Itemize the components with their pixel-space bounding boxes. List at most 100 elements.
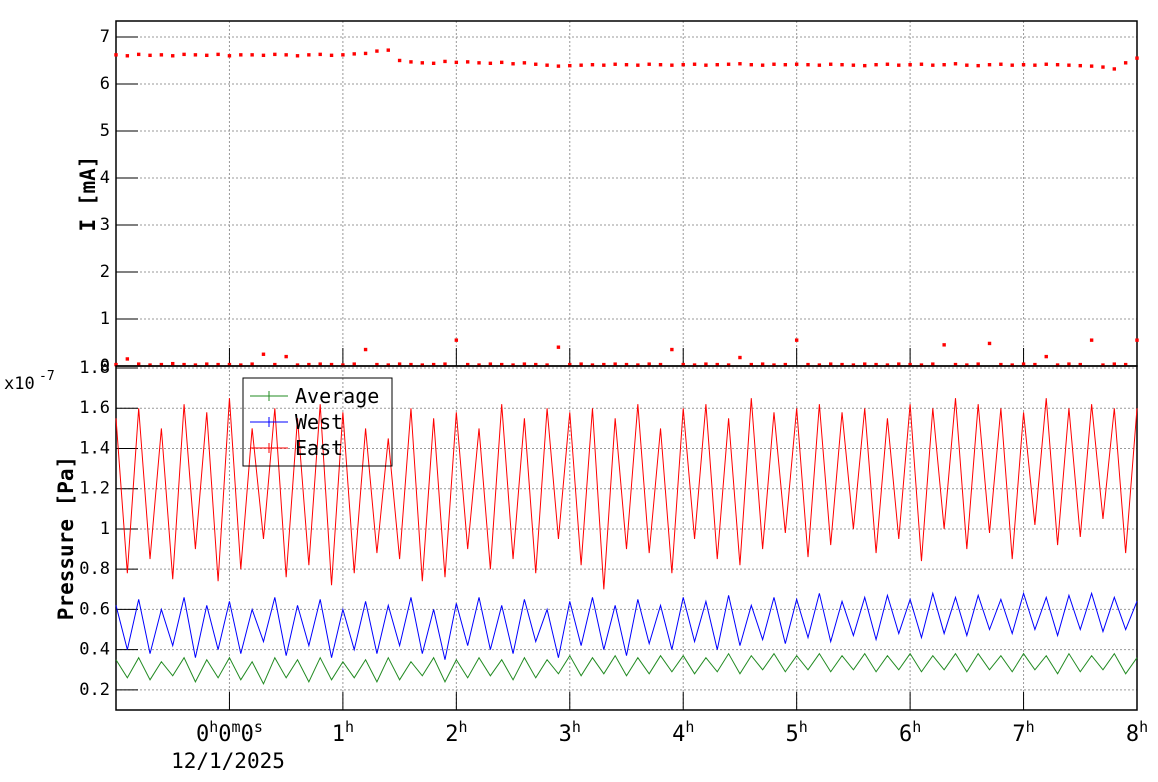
data-point <box>987 341 992 346</box>
data-point <box>171 54 175 58</box>
data-point <box>375 362 379 367</box>
data-point <box>568 63 572 68</box>
y-tick-label: 0.6 <box>79 599 110 619</box>
data-point <box>239 363 243 367</box>
data-point <box>454 338 459 342</box>
data-point <box>760 362 765 366</box>
data-point <box>431 61 436 66</box>
data-point <box>227 362 232 367</box>
data-point <box>931 362 935 366</box>
data-point <box>1112 67 1117 71</box>
data-point <box>420 363 424 367</box>
data-point <box>817 363 822 367</box>
data-point <box>1112 362 1117 366</box>
data-point <box>1067 362 1071 366</box>
data-point <box>284 53 288 57</box>
data-point <box>1101 363 1105 367</box>
data-point <box>307 362 311 367</box>
data-point <box>273 52 277 57</box>
data-point <box>307 53 311 57</box>
data-point <box>545 63 549 67</box>
y-multiplier-base: x10 <box>4 374 35 394</box>
data-point <box>136 362 141 366</box>
data-point <box>942 343 946 347</box>
data-point <box>261 352 266 356</box>
data-point <box>1033 362 1037 367</box>
data-point <box>284 354 288 359</box>
data-point <box>171 361 175 366</box>
data-point <box>772 363 776 367</box>
data-point <box>397 362 402 366</box>
data-point <box>114 362 118 367</box>
data-point <box>976 362 980 366</box>
data-point <box>999 362 1003 367</box>
y-multiplier-exponent: -7 <box>39 369 55 384</box>
y-tick-label: 1.6 <box>79 398 110 418</box>
data-point <box>465 362 470 367</box>
data-point <box>1101 65 1105 69</box>
data-point <box>1078 63 1082 68</box>
data-point <box>1055 363 1060 367</box>
x-tick-label: 7h <box>1012 718 1034 747</box>
legend-label: Average <box>295 384 379 408</box>
y-tick-label: 3 <box>100 215 110 235</box>
data-point <box>568 362 572 367</box>
data-point <box>500 60 504 65</box>
data-point <box>352 52 356 56</box>
data-point <box>806 362 810 367</box>
data-point <box>783 362 788 367</box>
data-point <box>431 362 436 367</box>
data-point <box>1010 363 1014 367</box>
data-point <box>397 58 402 63</box>
data-point <box>1135 338 1139 342</box>
data-point <box>999 62 1003 66</box>
data-point <box>488 61 493 66</box>
data-point <box>522 61 527 65</box>
data-point <box>953 62 958 66</box>
data-point <box>250 362 254 366</box>
legend-box <box>242 377 393 467</box>
data-point <box>715 63 719 67</box>
plot-frame <box>115 365 1138 711</box>
x-tick-label: 8h <box>1126 718 1148 747</box>
data-point <box>318 362 322 366</box>
data-point <box>738 355 742 360</box>
data-point <box>874 362 878 367</box>
legend-label: West <box>295 410 343 434</box>
data-point <box>602 362 606 367</box>
data-point <box>511 62 515 66</box>
data-point <box>840 63 844 67</box>
data-point <box>522 362 527 366</box>
data-point <box>817 63 822 67</box>
data-point <box>863 63 867 68</box>
time-offset: 12/1/2025 <box>171 749 285 773</box>
data-point <box>409 362 413 367</box>
y-tick-label: 1.4 <box>79 438 110 458</box>
data-point <box>1044 354 1048 359</box>
y-tick-label: 1.2 <box>79 479 110 499</box>
data-point <box>919 363 924 367</box>
data-point <box>363 51 368 56</box>
data-point <box>216 52 220 57</box>
data-point <box>772 62 776 66</box>
data-point <box>1135 56 1139 60</box>
data-point <box>545 363 549 367</box>
data-point <box>159 53 164 57</box>
data-point <box>613 62 617 66</box>
y-tick-label: 1.8 <box>79 358 110 378</box>
data-point <box>363 347 368 352</box>
data-point <box>670 347 674 352</box>
data-point <box>386 48 390 52</box>
data-point <box>863 362 867 366</box>
data-point <box>1123 61 1128 65</box>
data-point <box>1089 338 1094 342</box>
x-tick-label: 6h <box>899 718 921 747</box>
data-point <box>794 338 799 342</box>
data-point <box>465 60 470 64</box>
y-tick-label: 1 <box>100 309 110 329</box>
y-axis-label: Pressure [Pa] <box>54 456 78 620</box>
data-point <box>148 363 152 367</box>
data-point <box>1055 63 1060 67</box>
